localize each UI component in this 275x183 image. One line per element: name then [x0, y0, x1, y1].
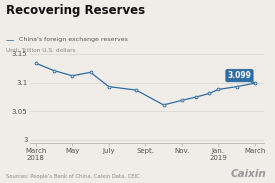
Text: Caixin: Caixin: [231, 169, 267, 179]
Text: China's foreign exchange reserves: China's foreign exchange reserves: [19, 37, 128, 42]
Text: Unit: Trillion U.S. dollars: Unit: Trillion U.S. dollars: [6, 48, 75, 53]
Text: Sources: People’s Bank of China, Caixin Data, CEIC: Sources: People’s Bank of China, Caixin …: [6, 174, 139, 179]
Text: —: —: [6, 37, 14, 46]
Text: 3.099: 3.099: [227, 71, 255, 83]
Text: Recovering Reserves: Recovering Reserves: [6, 4, 145, 17]
